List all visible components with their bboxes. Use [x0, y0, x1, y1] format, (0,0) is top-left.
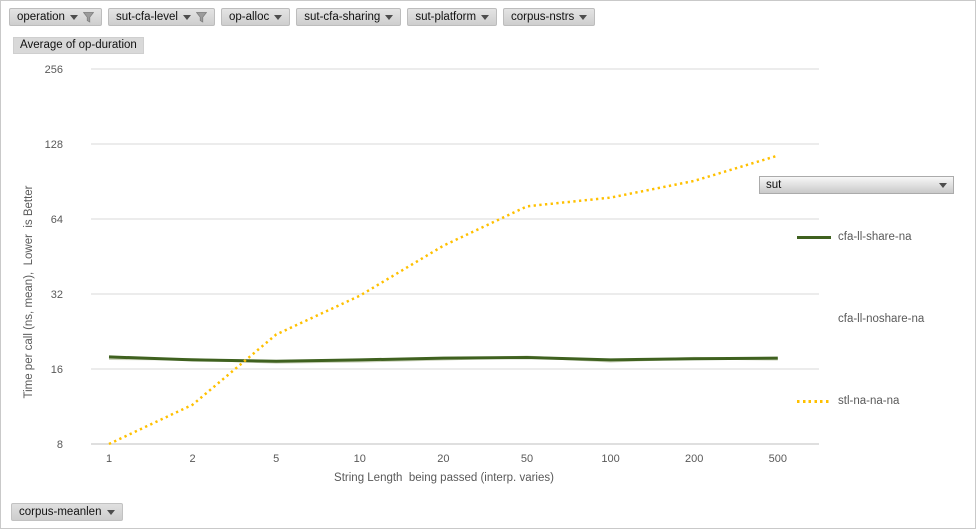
chevron-down-icon	[107, 509, 116, 515]
chevron-down-icon	[69, 14, 78, 20]
filter-button-label: sut-platform	[415, 11, 477, 23]
legend-entry-stl-na-na-na: stl-na-na-na	[797, 393, 899, 409]
filter-button-label: sut-cfa-level	[115, 11, 178, 23]
filter-button-label: corpus-meanlen	[19, 506, 102, 518]
x-tick-label: 20	[437, 453, 449, 465]
x-tick-label: 200	[685, 453, 703, 465]
x-tick-label: 500	[769, 453, 787, 465]
legend-entry-label: stl-na-na-na	[838, 395, 900, 407]
legend-entry-label: cfa-ll-noshare-na	[838, 313, 925, 325]
legend-swatch-dotted-yellow	[797, 393, 831, 409]
filter-button-sut-platform[interactable]: sut-platform	[407, 8, 498, 26]
filter-funnel-icon	[82, 11, 95, 23]
x-tick-label: 10	[354, 453, 366, 465]
filter-button-op-alloc[interactable]: op-alloc	[220, 8, 291, 26]
chevron-down-icon	[182, 14, 191, 20]
filter-button-sut-cfa-sharing[interactable]: sut-cfa-sharing	[296, 8, 402, 26]
legend-field-dropdown-sut[interactable]: sut	[759, 176, 954, 194]
filter-button-label: sut-cfa-sharing	[304, 11, 381, 23]
y-tick-label: 16	[51, 364, 63, 376]
series-line-cfa-ll-share-na	[108, 355, 778, 363]
legend-field-label: sut	[766, 179, 782, 191]
value-field-button[interactable]: Average of op-duration	[13, 37, 144, 54]
x-tick-label: 2	[190, 453, 196, 465]
filter-button-label: operation	[17, 11, 65, 23]
y-tick-label: 128	[45, 139, 63, 151]
y-tick-label: 32	[51, 289, 63, 301]
legend-entry-cfa-ll-share-na: cfa-ll-share-na	[797, 229, 912, 245]
y-axis-title: Time per call (ns, mean), Lower is Bette…	[23, 185, 35, 399]
series-line-stl-na-na-na	[108, 154, 779, 446]
x-axis-title: String Length being passed (interp. vari…	[334, 472, 554, 484]
filter-field-row: operation sut-cfa-level op-alloc sut-cfa…	[9, 8, 596, 26]
chevron-down-icon	[939, 182, 947, 188]
x-tick-label: 5	[273, 453, 279, 465]
filter-button-operation[interactable]: operation	[9, 8, 102, 26]
filter-funnel-icon	[195, 11, 208, 23]
x-tick-label: 1	[106, 453, 112, 465]
x-tick-label: 100	[601, 453, 619, 465]
chevron-down-icon	[274, 14, 283, 20]
filter-button-label: op-alloc	[228, 11, 270, 23]
y-tick-label: 256	[45, 64, 63, 76]
y-tick-label: 8	[57, 439, 63, 451]
chevron-down-icon	[579, 14, 588, 20]
legend-swatch-solid-green	[797, 229, 831, 245]
chevron-down-icon	[481, 14, 490, 20]
legend-entry-cfa-ll-noshare-na: cfa-ll-noshare-na	[797, 311, 924, 327]
filter-button-corpus-nstrs[interactable]: corpus-nstrs	[503, 8, 596, 26]
filter-button-label: corpus-nstrs	[511, 11, 575, 23]
y-tick-label: 64	[51, 214, 63, 226]
legend-swatch-none	[797, 311, 831, 327]
legend-entry-label: cfa-ll-share-na	[838, 231, 912, 243]
x-tick-label: 50	[521, 453, 533, 465]
filter-button-corpus-meanlen[interactable]: corpus-meanlen	[11, 503, 124, 521]
chevron-down-icon	[385, 14, 394, 20]
filter-button-sut-cfa-level[interactable]: sut-cfa-level	[107, 8, 215, 26]
